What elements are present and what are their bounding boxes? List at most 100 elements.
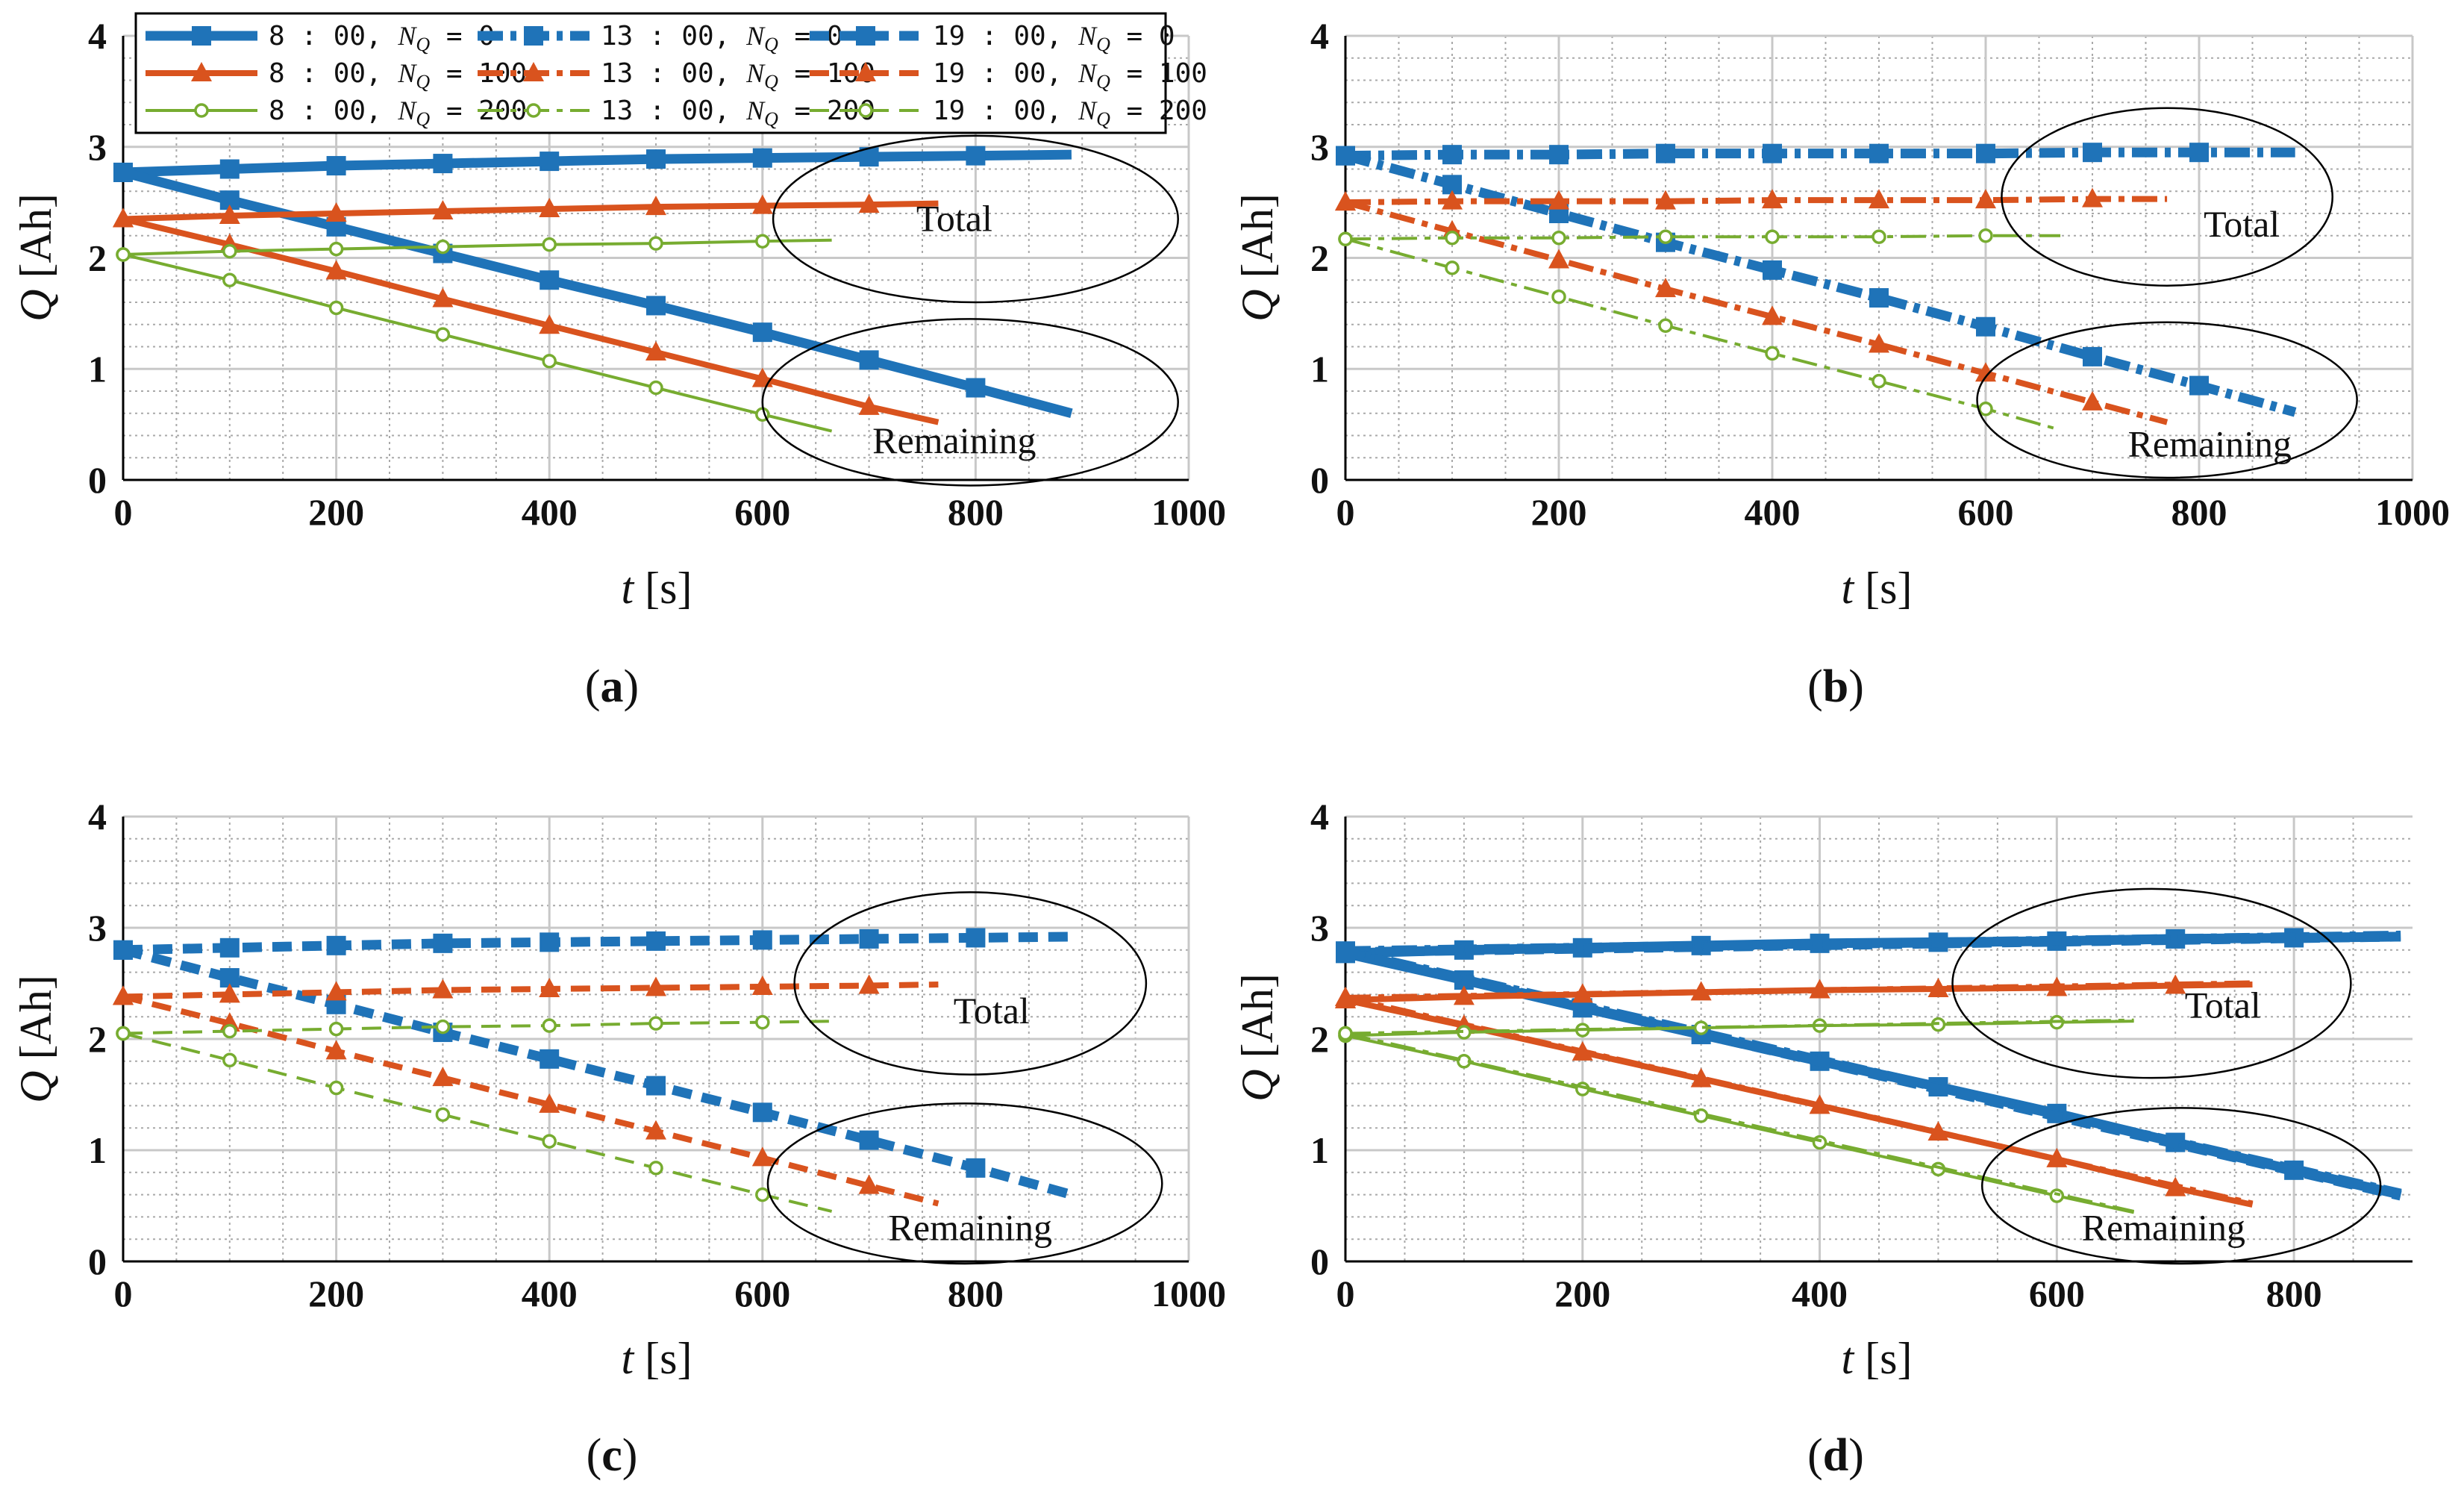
y-tick-label: 1: [1310, 1129, 1329, 1171]
data-point: [1336, 146, 1355, 166]
data-point: [113, 940, 133, 960]
legend-marker: [191, 62, 212, 81]
annotation-label: Total: [954, 990, 1030, 1032]
y-tick-label: 2: [1310, 1018, 1329, 1060]
series-line: [122, 149, 1072, 178]
legend-entry: 13 : 00, NQ = 0: [478, 21, 843, 55]
legend-box: [134, 12, 1167, 134]
data-point: [646, 296, 666, 316]
data-point: [646, 1076, 666, 1096]
y-tick-label: 1: [88, 348, 107, 390]
data-point: [1872, 373, 1886, 389]
data-point: [2083, 143, 2102, 163]
y-tick-label: 2: [88, 1018, 107, 1060]
data-point: [645, 196, 666, 216]
data-point: [328, 300, 344, 316]
data-point: [1872, 229, 1886, 244]
data-point: [1762, 305, 1783, 325]
data-point: [435, 1019, 451, 1035]
x-tick-label: 200: [308, 1273, 364, 1314]
legend-marker: [192, 26, 211, 46]
data-point: [648, 1161, 663, 1176]
series-line: [1345, 994, 2254, 1207]
annotation-label: Remaining: [2128, 422, 2292, 464]
data-point: [1656, 143, 1675, 163]
legend-label: 13 : 00, NQ = 100: [601, 58, 875, 93]
data-point: [325, 202, 347, 222]
legend-label: 19 : 00, NQ = 0: [933, 21, 1175, 55]
data-point: [540, 270, 560, 290]
data-point: [752, 322, 772, 343]
data-point: [646, 149, 666, 169]
annotation-ellipse: [766, 1102, 1163, 1265]
data-point: [113, 207, 134, 228]
data-point: [858, 974, 880, 994]
series-13-00-nq-200-total: [1338, 228, 2061, 246]
x-axis-label: t [s]: [622, 1334, 692, 1383]
x-tick-label: 800: [948, 1273, 1004, 1314]
x-tick-label: 600: [734, 491, 790, 533]
series-13-00-nq-200-remaining: [1338, 1026, 2135, 1213]
legend-marker: [858, 103, 873, 118]
data-point: [113, 162, 133, 182]
y-tick-label: 3: [1310, 126, 1329, 168]
y-tick-label: 3: [88, 126, 107, 168]
data-point: [539, 198, 560, 218]
series-line: [122, 993, 939, 1207]
legend-label: 8 : 00, NQ = 0: [269, 21, 495, 55]
data-point: [1869, 333, 1889, 353]
data-point: [645, 1120, 666, 1140]
data-point: [1445, 230, 1460, 246]
data-point: [646, 931, 666, 951]
data-point: [1869, 288, 1889, 308]
y-tick-label: 3: [1310, 907, 1329, 949]
y-tick-label: 3: [88, 907, 107, 949]
data-point: [858, 1174, 880, 1194]
data-point: [648, 236, 663, 251]
x-tick-label: 200: [1554, 1273, 1610, 1314]
data-point: [648, 1016, 663, 1031]
annotation-label: Remaining: [872, 419, 1036, 461]
data-point: [1978, 402, 1993, 416]
data-point: [755, 1187, 770, 1202]
x-tick-label: 1000: [2375, 491, 2450, 533]
data-point: [222, 272, 237, 287]
data-point: [1763, 260, 1782, 280]
x-tick-label: 800: [2266, 1273, 2322, 1314]
x-tick-label: 400: [522, 491, 578, 533]
data-point: [116, 1026, 131, 1041]
data-point: [1442, 145, 1462, 165]
data-point: [1655, 190, 1676, 210]
data-point: [542, 237, 557, 252]
data-point: [1338, 1026, 1353, 1041]
data-point: [540, 932, 560, 952]
data-point: [328, 241, 344, 257]
y-tick-label: 4: [88, 796, 107, 837]
data-point: [755, 1014, 770, 1030]
legend-entry: 8 : 00, NQ = 200: [146, 96, 527, 130]
data-point: [542, 1018, 557, 1033]
series-19-00-nq-200-remaining: [116, 1026, 833, 1213]
data-point: [1551, 289, 1566, 305]
x-axis-label: t [s]: [1842, 564, 1913, 613]
data-point: [645, 340, 666, 361]
legend-marker: [194, 103, 209, 118]
data-point: [2189, 375, 2209, 396]
data-point: [325, 1040, 347, 1060]
legend: 8 : 00, NQ = 0 13 : 00, NQ = 0 19 : 00, NQ…: [134, 12, 1207, 134]
data-point: [1655, 278, 1676, 298]
y-tick-label: 1: [1310, 348, 1329, 390]
series-8-00-nq-200-remaining: [116, 247, 833, 433]
series-13-00-nq-100-remaining: [1335, 191, 2168, 425]
data-point: [113, 985, 134, 1005]
annotation-ellipse: [1980, 1107, 2382, 1265]
data-point: [539, 977, 560, 997]
data-point: [219, 937, 240, 958]
legend-marker: [855, 62, 876, 81]
x-tick-label: 600: [2029, 1273, 2085, 1314]
data-point: [1765, 229, 1780, 244]
data-point: [1690, 981, 1712, 1001]
data-point: [219, 983, 240, 1003]
x-tick-label: 600: [1958, 491, 2014, 533]
legend-label: 13 : 00, NQ = 0: [601, 21, 843, 55]
